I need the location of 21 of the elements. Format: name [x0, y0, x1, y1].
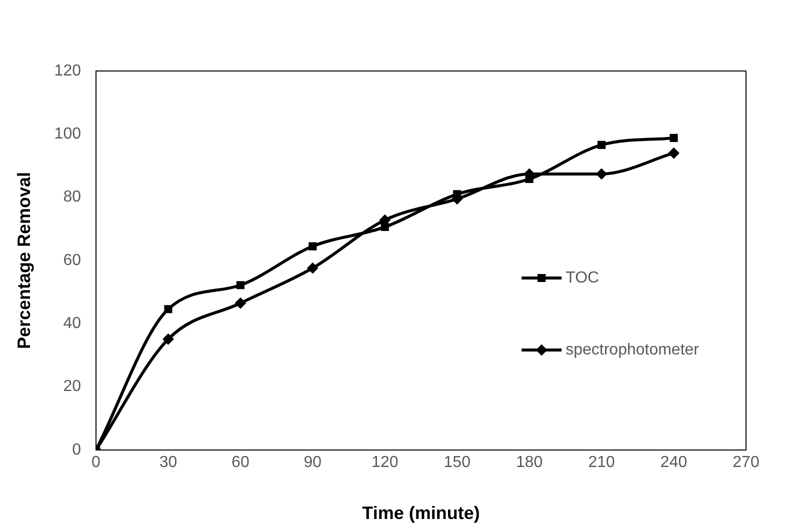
x-tick-label: 120 [372, 454, 398, 472]
legend-label: spectrophotometer [566, 341, 700, 358]
x-tick-label: 90 [304, 454, 322, 472]
x-tick-label: 30 [159, 454, 178, 472]
x-axis-title: Time (minute) [362, 503, 480, 524]
x-tick-label: 270 [732, 454, 760, 472]
y-tick-label: 120 [54, 62, 82, 80]
y-tick-label: 80 [63, 188, 82, 206]
y-tick-label: 20 [63, 378, 82, 396]
legend-label: TOC [566, 269, 600, 286]
x-tick-label: 150 [444, 454, 471, 472]
x-tick-label: 240 [660, 454, 688, 472]
y-axis-title: Percentage Removal [14, 172, 34, 350]
x-tick-label: 60 [232, 454, 250, 472]
y-tick-label: 0 [72, 441, 82, 458]
x-tick-label: 180 [516, 454, 543, 472]
y-tick-label: 60 [63, 252, 82, 269]
y-tick-label: 40 [63, 315, 82, 332]
x-tick-label: 0 [92, 454, 101, 472]
y-tick-label: 100 [54, 126, 82, 143]
x-tick-label: 210 [588, 454, 615, 472]
